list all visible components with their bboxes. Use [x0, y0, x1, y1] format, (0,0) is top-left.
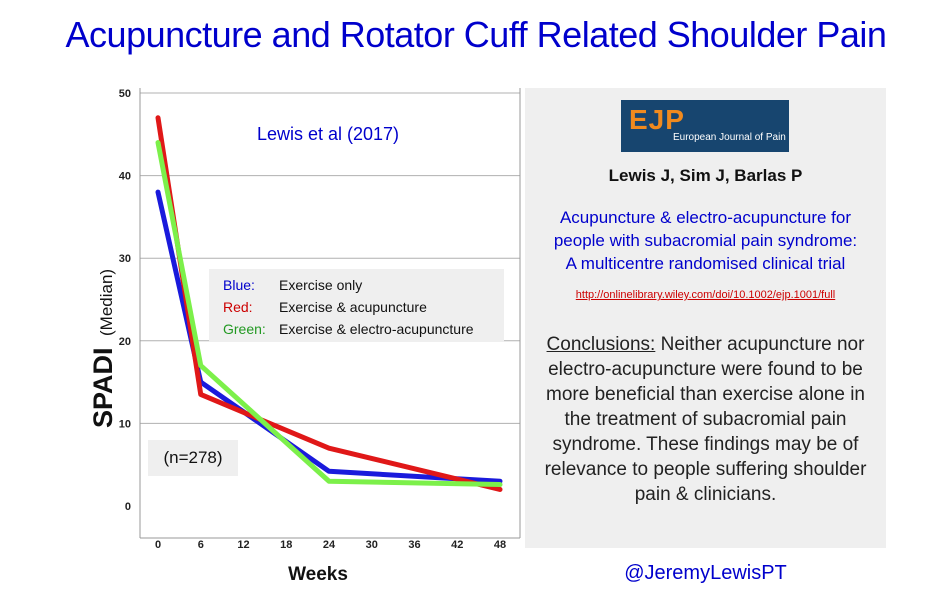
legend-item-blue: Blue: Exercise only [223, 277, 362, 293]
journal-logo: EJP European Journal of Pain [621, 100, 789, 152]
logo-mark: EJP [629, 104, 685, 135]
series-lines [155, 115, 503, 492]
x-tick-label: 18 [280, 539, 292, 551]
logo-subtitle: European Journal of Pain [673, 132, 786, 143]
study-summary-panel: EJP European Journal of Pain Lewis J, Si… [525, 88, 886, 548]
conclusions-body: Neither acupuncture nor electro-acupunct… [544, 334, 867, 505]
legend-key: Blue: [223, 277, 255, 293]
x-axis-label: Weeks [288, 564, 348, 585]
legend-key: Red: [223, 299, 253, 315]
paper-title-line: people with subacromial pain syndrome: [553, 231, 858, 250]
legend-item-red: Red: Exercise & acupuncture [223, 299, 427, 315]
y-tick-label: 10 [119, 418, 131, 430]
legend-item-green: Green: Exercise & electro-acupuncture [223, 321, 474, 337]
y-tick-label: 50 [119, 88, 131, 100]
y-tick-label: 20 [119, 336, 131, 348]
y-tick-label: 40 [119, 171, 131, 183]
y-axis-sublabel: (Median) [97, 269, 116, 336]
y-axis-label: SPADI [88, 347, 118, 428]
legend-text: Exercise & acupuncture [279, 299, 427, 315]
x-tick-label: 48 [494, 539, 506, 551]
y-tick-label: 0 [125, 501, 131, 513]
chart-annotation: Lewis et al (2017) [257, 124, 399, 144]
legend-key: Green: [223, 321, 266, 337]
chart-legend: Blue: Exercise only Red: Exercise & acupun… [209, 269, 504, 342]
y-tick-labels: 0 10 20 30 40 50 [119, 88, 131, 513]
x-tick-label: 0 [155, 539, 161, 551]
sample-size-note: (n=278) [148, 440, 238, 476]
paper-title: Acupuncture & electro-acupuncture for pe… [525, 206, 886, 275]
paper-title-line: A multicentre randomised clinical trial [565, 254, 846, 273]
twitter-handle: @JeremyLewisPT [624, 562, 787, 584]
legend-text: Exercise & electro-acupuncture [279, 321, 474, 337]
legend-text: Exercise only [279, 277, 363, 293]
x-tick-label: 6 [198, 539, 204, 551]
page-title: Acupuncture and Rotator Cuff Related Sho… [65, 14, 887, 55]
x-tick-label: 36 [408, 539, 420, 551]
conclusions-label: Conclusions: [546, 334, 656, 355]
series-line-green [155, 140, 503, 488]
x-tick-labels: 0 6 12 18 24 30 36 42 48 [155, 539, 506, 551]
conclusions-text: Conclusions: Neither acupuncture nor ele… [533, 332, 878, 507]
x-tick-label: 24 [323, 539, 336, 551]
paper-authors: Lewis J, Sim J, Barlas P [608, 166, 803, 185]
x-tick-label: 12 [237, 539, 249, 551]
paper-link[interactable]: http://onlinelibrary.wiley.com/doi/10.10… [575, 289, 836, 301]
x-tick-label: 30 [366, 539, 378, 551]
x-tick-label: 42 [451, 539, 463, 551]
y-tick-label: 30 [119, 253, 131, 265]
paper-title-line: Acupuncture & electro-acupuncture for [559, 208, 852, 227]
